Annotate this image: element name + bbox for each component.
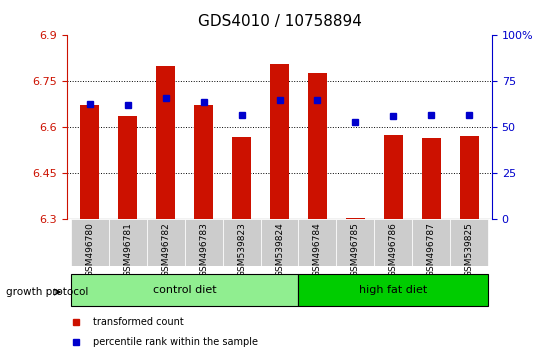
Text: GSM496781: GSM496781 xyxy=(124,222,132,277)
Text: GSM496782: GSM496782 xyxy=(161,222,170,276)
Text: GSM496787: GSM496787 xyxy=(427,222,435,277)
Text: GSM539824: GSM539824 xyxy=(275,222,284,276)
Text: high fat diet: high fat diet xyxy=(359,285,428,295)
FancyBboxPatch shape xyxy=(450,219,488,266)
FancyBboxPatch shape xyxy=(184,219,222,266)
FancyBboxPatch shape xyxy=(109,219,146,266)
Bar xyxy=(270,64,289,219)
Bar xyxy=(119,116,138,219)
Text: GSM539823: GSM539823 xyxy=(237,222,246,277)
Text: GSM496785: GSM496785 xyxy=(351,222,360,277)
FancyBboxPatch shape xyxy=(299,274,488,306)
Text: transformed count: transformed count xyxy=(93,317,183,327)
Bar xyxy=(421,138,440,219)
FancyBboxPatch shape xyxy=(71,219,109,266)
FancyBboxPatch shape xyxy=(337,219,375,266)
FancyBboxPatch shape xyxy=(375,219,413,266)
Text: GSM496783: GSM496783 xyxy=(199,222,208,277)
Text: percentile rank within the sample: percentile rank within the sample xyxy=(93,337,258,347)
FancyBboxPatch shape xyxy=(71,274,299,306)
FancyBboxPatch shape xyxy=(222,219,260,266)
Text: GSM496780: GSM496780 xyxy=(86,222,94,277)
Text: GSM496786: GSM496786 xyxy=(389,222,398,277)
Bar xyxy=(156,66,175,219)
Bar xyxy=(459,136,479,219)
Text: GSM496784: GSM496784 xyxy=(313,222,322,276)
Bar xyxy=(308,73,327,219)
Bar xyxy=(232,137,251,219)
Text: control diet: control diet xyxy=(153,285,216,295)
Text: growth protocol: growth protocol xyxy=(6,287,88,297)
FancyBboxPatch shape xyxy=(146,219,184,266)
Bar xyxy=(384,135,403,219)
Bar xyxy=(80,105,100,219)
Bar xyxy=(346,218,365,219)
FancyBboxPatch shape xyxy=(299,219,337,266)
Text: GDS4010 / 10758894: GDS4010 / 10758894 xyxy=(197,14,362,29)
FancyBboxPatch shape xyxy=(413,219,450,266)
Text: GSM539825: GSM539825 xyxy=(465,222,473,277)
FancyBboxPatch shape xyxy=(260,219,299,266)
Bar xyxy=(194,105,213,219)
